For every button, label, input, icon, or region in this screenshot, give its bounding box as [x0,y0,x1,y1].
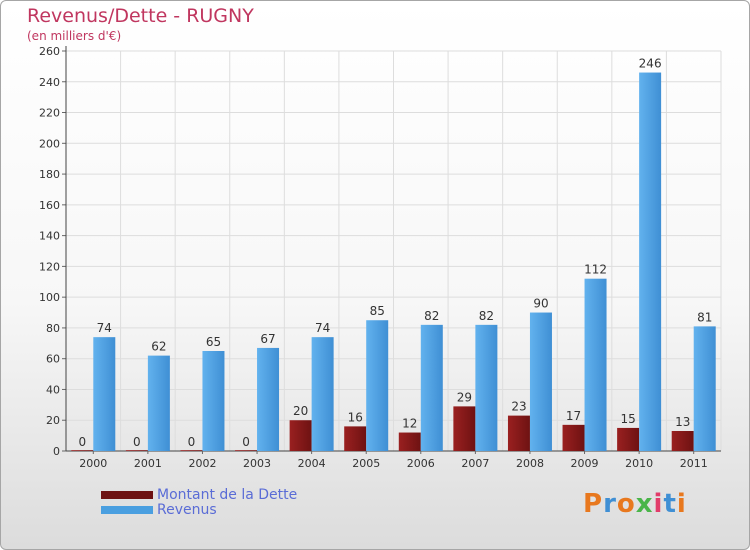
data-label: 82 [424,309,439,323]
x-tick-label: 2006 [407,457,435,470]
data-label: 15 [620,412,635,426]
logo-letter: i [653,489,664,519]
bar-dette [453,406,476,451]
x-tick-label: 2002 [188,457,216,470]
data-label: 17 [566,409,581,423]
bar-dette [507,415,530,451]
legend-item-revenus: Revenus [101,501,297,518]
data-label: 82 [479,309,494,323]
bar-dette [562,424,585,451]
x-tick-label: 2010 [625,457,653,470]
data-label: 0 [133,435,141,449]
data-label: 74 [97,321,112,335]
bar-dette [71,450,94,451]
data-label: 246 [639,57,662,71]
data-label: 74 [315,321,330,335]
bar-revenus [420,324,443,451]
legend-swatch-dette [101,490,153,499]
data-label: 85 [370,304,385,318]
logo-letter: i [676,489,687,519]
data-label: 67 [260,332,275,346]
bar-revenus [475,324,498,451]
data-label: 0 [242,435,250,449]
legend-swatch-revenus [101,505,153,514]
legend: Montant de la Dette Revenus [101,486,298,518]
bar-revenus [366,320,389,451]
y-tick-label: 140 [39,230,60,243]
bar-revenus [147,355,170,451]
data-label: 65 [206,335,221,349]
data-label: 16 [348,410,363,424]
data-label: 20 [293,404,308,418]
y-tick-label: 60 [46,353,60,366]
y-tick-label: 180 [39,168,60,181]
y-tick-label: 260 [39,45,60,58]
data-label: 12 [402,417,417,431]
chart-title: Revenus/Dette - RUGNY [27,5,254,27]
data-label: 90 [533,297,548,311]
y-tick-label: 80 [46,322,60,335]
legend-label-dette: Montant de la Dette [157,486,298,503]
bar-revenus [693,326,716,451]
x-tick-label: 2004 [298,457,326,470]
x-tick-label: 2003 [243,457,271,470]
legend-item-dette: Montant de la Dette [101,486,298,503]
x-tick-label: 2005 [352,457,380,470]
bar-dette [344,426,367,451]
logo-letter: P [583,489,604,519]
legend-label-revenus: Revenus [157,501,217,518]
bar-dette [671,431,694,451]
y-tick-label: 100 [39,291,60,304]
data-label: 81 [697,310,712,324]
y-tick-label: 240 [39,76,60,89]
y-tick-label: 200 [39,137,60,150]
logo-letter: t [663,489,677,519]
data-label: 29 [457,390,472,404]
bar-revenus [202,351,225,451]
y-tick-label: 0 [53,445,60,458]
y-tick-label: 40 [46,383,60,396]
bar-dette [398,432,421,451]
x-tick-label: 2000 [79,457,107,470]
logo-letter: o [616,489,636,519]
x-tick-label: 2008 [516,457,544,470]
y-tick-label: 220 [39,107,60,120]
data-label: 13 [675,415,690,429]
data-label: 0 [188,435,196,449]
bar-revenus [529,312,552,451]
proxiti-logo: Proxiti [583,489,687,519]
bar-dette [235,450,258,451]
bar-dette [617,427,640,451]
bar-dette [180,450,203,451]
y-tick-label: 160 [39,199,60,212]
bar-revenus [257,347,280,451]
x-tick-label: 2001 [134,457,162,470]
bar-revenus [93,337,116,451]
data-label: 112 [584,263,607,277]
chart-subtitle: (en milliers d'€) [27,29,122,43]
x-tick-label: 2009 [571,457,599,470]
data-label: 23 [511,400,526,414]
x-tick-label: 2011 [680,457,708,470]
x-tick-label: 2007 [461,457,489,470]
y-tick-label: 20 [46,414,60,427]
bar-revenus [584,278,607,451]
bar-revenus [311,337,334,451]
bar-dette [289,420,312,451]
data-label: 62 [151,340,166,354]
data-label: 0 [78,435,86,449]
bar-revenus [639,72,662,452]
bar-dette [125,450,148,451]
logo-letter: x [635,489,654,519]
logo-letter: r [603,489,617,519]
y-tick-label: 120 [39,260,60,273]
